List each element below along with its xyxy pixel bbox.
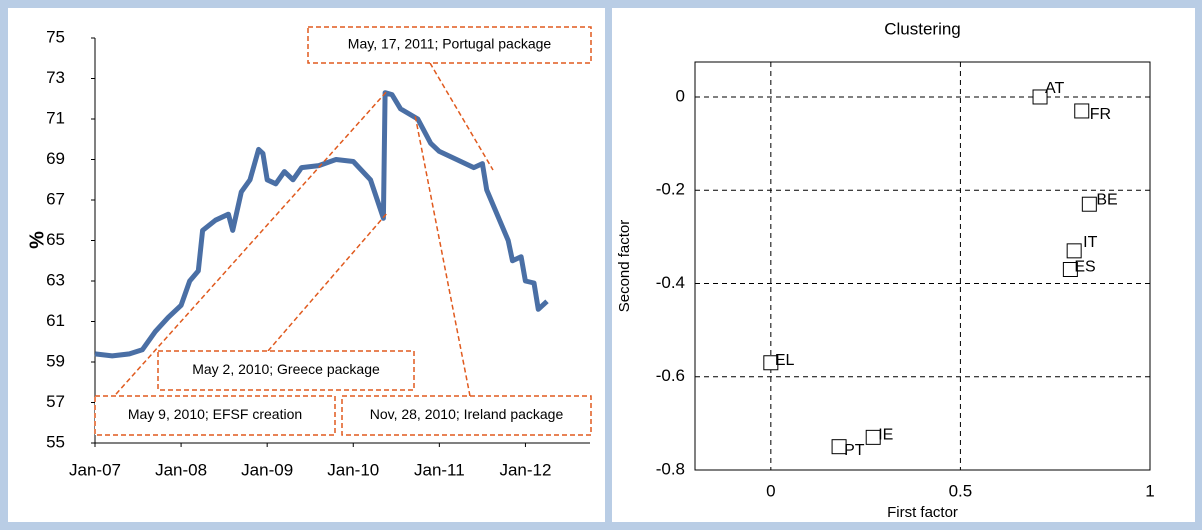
- point-label: IE: [878, 427, 893, 444]
- annotation-box: [307, 26, 592, 64]
- annotation-box: [157, 350, 415, 391]
- point: [1081, 196, 1097, 212]
- point-label: ES: [1074, 259, 1095, 276]
- x-axis-label: First factor: [887, 504, 958, 521]
- point-label: BE: [1096, 191, 1117, 208]
- y-tick-label: 73: [46, 68, 65, 87]
- x-tick-label: Jan-08: [155, 460, 207, 479]
- x-tick-label: Jan-12: [499, 460, 551, 479]
- y-tick-label: -0.8: [656, 459, 685, 478]
- y-tick-label: -0.2: [656, 180, 685, 199]
- point: [763, 355, 779, 371]
- y-tick-label: -0.4: [656, 273, 685, 292]
- point-label: AT: [1045, 80, 1064, 97]
- y-axis-label: Second factor: [616, 220, 633, 313]
- annotation-pointer: [267, 211, 389, 352]
- x-tick-label: Jan-09: [241, 460, 293, 479]
- point: [1074, 103, 1090, 119]
- x-tick-label: Jan-11: [414, 460, 465, 479]
- y-tick-label: 55: [46, 432, 65, 451]
- annotation-pointer: [429, 62, 494, 171]
- y-tick-label: 67: [46, 189, 65, 208]
- point: [1062, 261, 1078, 277]
- x-tick-label: 0.5: [949, 481, 973, 500]
- y-tick-label: 71: [46, 108, 65, 127]
- y-tick-label: -0.6: [656, 366, 685, 385]
- x-tick-label: Jan-07: [69, 460, 121, 479]
- y-tick-label: 57: [46, 392, 65, 411]
- point: [1066, 243, 1082, 259]
- y-tick-label: 63: [46, 270, 65, 289]
- x-tick-label: Jan-10: [327, 460, 379, 479]
- point: [1032, 89, 1048, 105]
- y-tick-label: 0: [676, 86, 685, 105]
- right-panel: [612, 8, 1195, 522]
- point-label: EL: [775, 352, 795, 369]
- annotation-pointer: [99, 89, 389, 413]
- chart-title: Clustering: [884, 19, 961, 38]
- point: [831, 439, 847, 455]
- y-tick-label: 59: [46, 351, 65, 370]
- y-tick-label: 69: [46, 149, 65, 168]
- annotation-text: May 9, 2010; EFSF creation: [128, 406, 302, 422]
- data-line: [94, 90, 549, 359]
- y-tick-label: 75: [46, 27, 65, 46]
- annotation-box: [341, 395, 592, 436]
- annotation-text: May 2, 2010; Greece package: [192, 361, 380, 377]
- x-tick-label: 0: [766, 481, 775, 500]
- y-tick-label: 61: [46, 311, 65, 330]
- y-axis-label: %: [26, 231, 48, 249]
- annotation-text: Nov, 28, 2010; Ireland package: [370, 406, 564, 422]
- annotation-box: [94, 395, 336, 436]
- x-tick-label: 1: [1145, 481, 1154, 500]
- point-label: IT: [1083, 234, 1097, 251]
- y-tick-label: 65: [46, 230, 65, 249]
- annotation-text: May, 17, 2011; Portugal package: [348, 36, 552, 52]
- point: [865, 429, 881, 445]
- point-label: PT: [844, 442, 865, 459]
- point-label: FR: [1090, 106, 1111, 123]
- left-panel: [8, 8, 605, 522]
